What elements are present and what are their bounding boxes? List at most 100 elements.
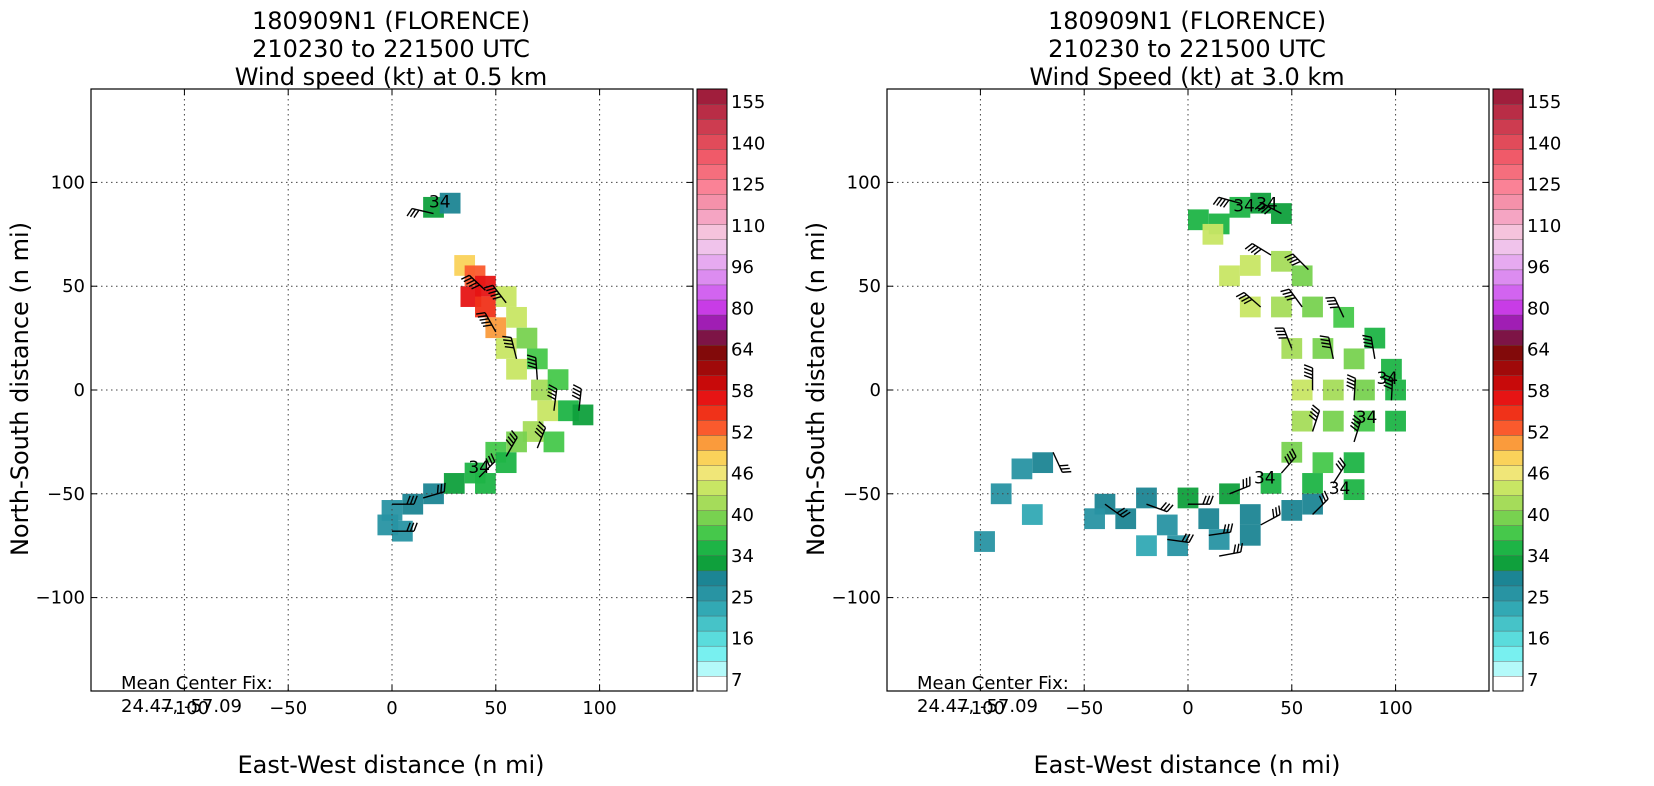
barb-feather	[1346, 384, 1356, 390]
wind-barb	[1188, 495, 1214, 505]
x-tick-label: −100	[160, 698, 209, 719]
colorbar-band	[696, 133, 728, 150]
colorbar-band	[696, 495, 728, 511]
colorbar-band	[696, 480, 728, 496]
colorbar-band	[696, 434, 728, 451]
barb-staff	[1280, 456, 1297, 474]
barb-staff	[578, 388, 582, 411]
barb-staff	[1251, 242, 1272, 256]
barb-feather	[1308, 414, 1317, 422]
colorbar-tick-label: 155	[731, 92, 765, 113]
barb-staff	[1332, 464, 1346, 484]
barb-feather	[1271, 508, 1275, 518]
wind-field	[974, 192, 1406, 557]
barb-feather	[1363, 341, 1373, 345]
barb-staff	[1311, 410, 1321, 432]
colorbar-band	[1492, 103, 1524, 120]
barb-staff	[1282, 327, 1293, 349]
barb-staff	[492, 284, 507, 304]
wind-barb	[1319, 335, 1334, 360]
colorbar-band	[1492, 269, 1524, 286]
colorbar-tick-label: 34	[1527, 546, 1550, 567]
panel-right-ylabel: North-South distance (n mi)	[802, 222, 830, 556]
colorbar-band	[1492, 540, 1524, 557]
barb-feather	[1216, 197, 1223, 206]
colorbar-band	[696, 179, 728, 195]
x-tick-label: −50	[1065, 698, 1103, 719]
panel-left-ylabel: North-South distance (n mi)	[6, 222, 34, 556]
barb-feather	[1243, 298, 1253, 305]
barb-staff	[1229, 484, 1251, 495]
barb-feather	[477, 315, 487, 318]
panel-left-annotation-line-1: Mean Center Fix:	[121, 673, 273, 694]
wind-cell	[439, 192, 461, 214]
wind-cell	[495, 452, 517, 474]
barb-feather	[1349, 424, 1358, 432]
barb-feather	[1202, 495, 1207, 505]
colorbar-tick-label: 96	[1527, 257, 1550, 278]
barb-feather	[1289, 258, 1299, 264]
wind-cell	[1156, 514, 1178, 536]
barb-feather	[527, 361, 537, 366]
barb-staff	[1167, 538, 1190, 544]
barb-feather	[572, 384, 582, 390]
colorbar-tick-label: 80	[1527, 298, 1550, 319]
wind-cell	[495, 286, 517, 307]
barb-feather	[1062, 470, 1072, 473]
colorbar-tick-label: 40	[1527, 505, 1550, 526]
panel-left: 180909N1 (FLORENCE) 210230 to 221500 UTC…	[6, 7, 765, 779]
colorbar-tick-label: 46	[1527, 464, 1550, 485]
colorbar-band	[1492, 164, 1524, 180]
barb-staff	[1353, 420, 1362, 443]
barb-feather	[1188, 534, 1194, 543]
barb-feather	[527, 364, 537, 369]
barb-feather	[413, 209, 420, 218]
panel-left-colorbar: 7 16 25 34 40 46 52 58 64 80 96 110 125 140 155	[696, 88, 765, 692]
wind-cell	[990, 483, 1012, 505]
colorbar-band	[696, 555, 728, 572]
colorbar-band	[1492, 525, 1524, 542]
colorbar-band	[696, 254, 728, 271]
x-tick-label: −100	[956, 698, 1005, 719]
colorbar-band	[696, 314, 728, 331]
wind-barb	[392, 495, 418, 505]
barb-feather	[490, 293, 500, 297]
wind-cell	[572, 404, 594, 426]
colorbar-band	[1492, 434, 1524, 451]
barb-staff	[1333, 297, 1345, 318]
colorbar-band	[696, 419, 728, 436]
wind-barb	[422, 482, 446, 499]
wind-cell	[1198, 508, 1220, 530]
barb-feather	[1321, 492, 1327, 502]
barb-feather	[1335, 463, 1342, 472]
colorbar-band	[1492, 645, 1524, 662]
colorbar-tick-label: 80	[731, 298, 754, 319]
wind-cell	[1385, 410, 1406, 432]
barb-feather	[511, 429, 518, 438]
barb-feather	[481, 321, 491, 324]
colorbar-tick-label: 58	[731, 381, 754, 402]
colorbar-tick-label: 46	[731, 464, 754, 485]
colorbar-tick-label: 52	[1527, 422, 1550, 443]
barb-feather	[1257, 204, 1266, 212]
barb-feather	[406, 522, 411, 532]
barb-feather	[488, 290, 498, 295]
barb-feather	[1346, 381, 1356, 387]
wind-cell	[1136, 535, 1157, 557]
barb-staff	[510, 337, 518, 360]
colorbar-band	[696, 118, 728, 135]
barb-feather	[486, 287, 496, 292]
barb-feather	[572, 387, 582, 394]
barb-feather	[1288, 450, 1295, 460]
wind-cell	[1239, 524, 1261, 546]
wind-cell	[1136, 487, 1157, 509]
contour-label: 34	[1356, 408, 1378, 428]
colorbar-band	[696, 404, 728, 421]
wind-barb	[1052, 451, 1072, 473]
panel-left-title-line-2: 210230 to 221500 UTC	[252, 35, 530, 63]
wind-barb	[392, 522, 418, 532]
barb-feather	[482, 324, 493, 327]
barb-staff	[1219, 551, 1241, 557]
colorbar-band	[1492, 615, 1524, 632]
barb-feather	[1383, 381, 1393, 387]
